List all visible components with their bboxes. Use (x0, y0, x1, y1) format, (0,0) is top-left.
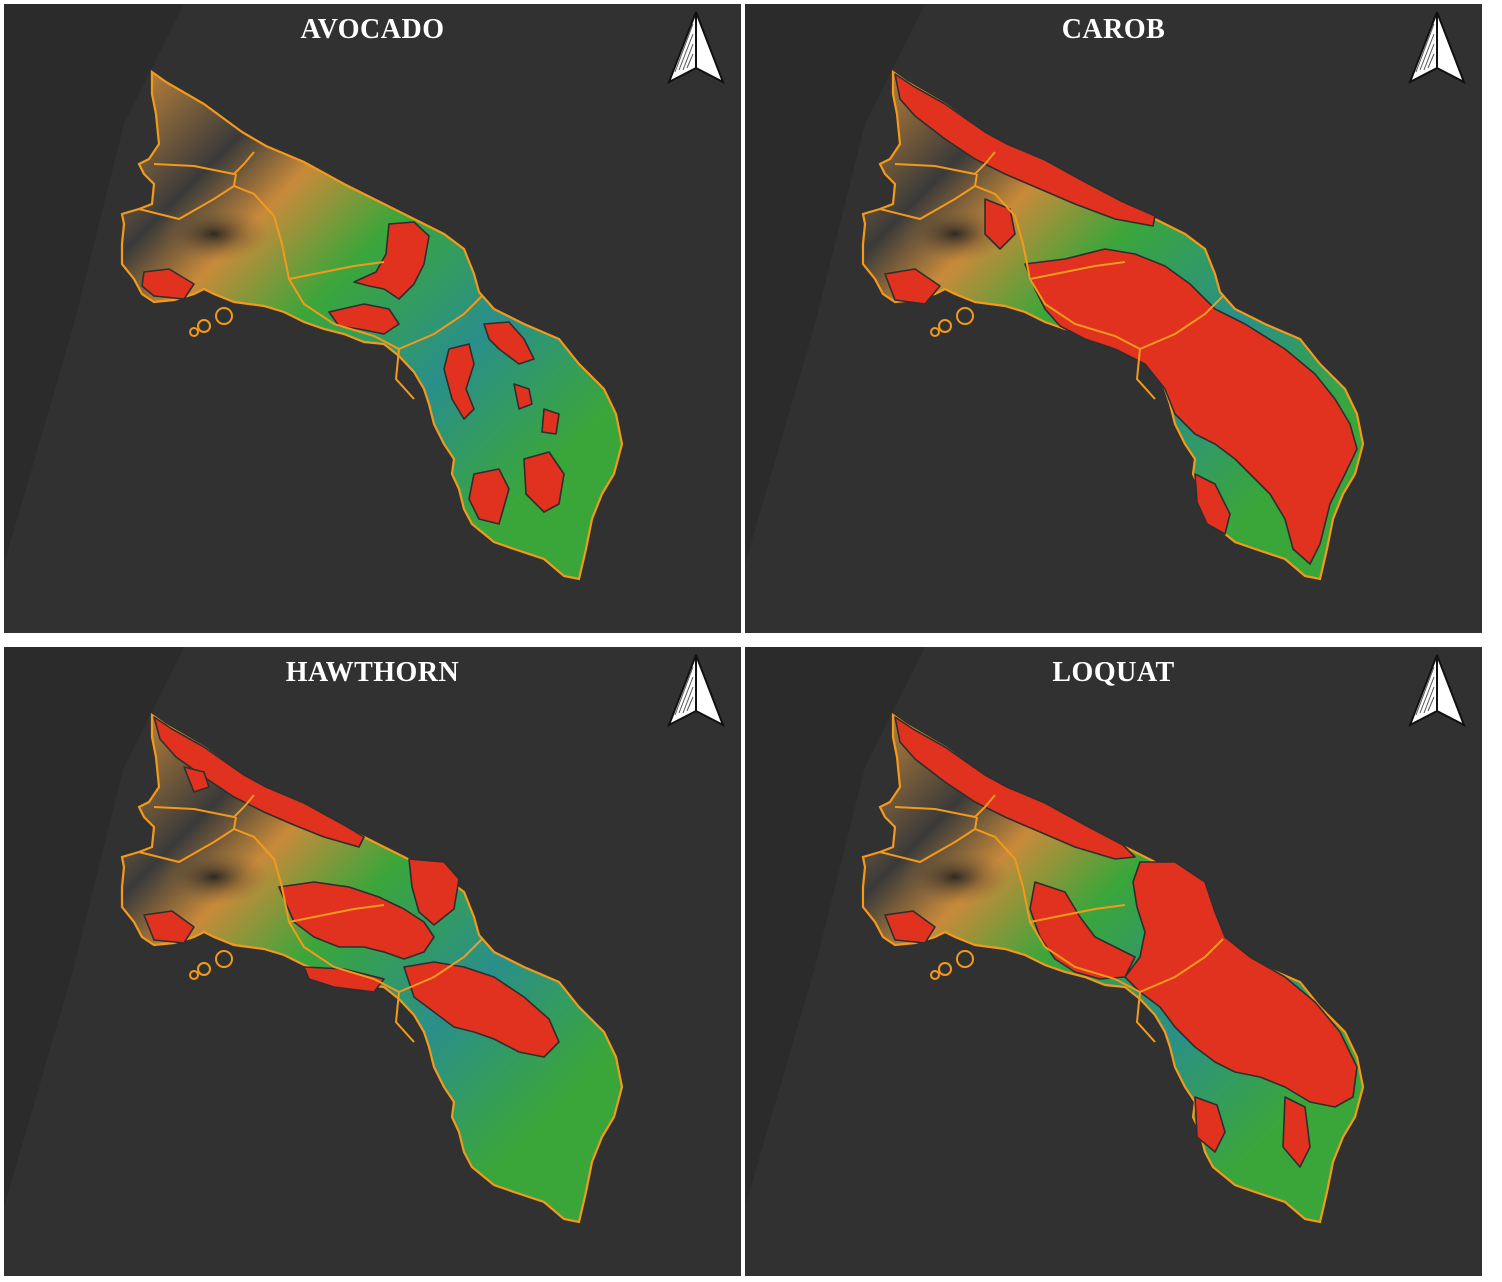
islet (956, 950, 974, 968)
islet (197, 962, 211, 976)
islet (215, 307, 233, 325)
district-boundary (394, 991, 415, 1043)
suitable-area-patch (513, 383, 533, 410)
suitable-area-patch (278, 881, 435, 960)
suitable-area-patch (443, 343, 475, 420)
district-boundary (974, 816, 978, 830)
north-arrow-icon (667, 11, 725, 85)
suitable-area-patch (408, 858, 460, 926)
north-arrow-icon (1408, 654, 1466, 728)
suitable-area-patch (894, 716, 1136, 860)
district-boundary (894, 794, 996, 819)
suitable-area-patch (884, 268, 941, 305)
panel-title: CAROB (1061, 14, 1166, 45)
suitable-area-patch (483, 321, 535, 365)
suitable-area-patch (183, 766, 210, 793)
map-canvas (4, 4, 624, 581)
suitable-area-patch (1024, 248, 1358, 565)
panel-title: HAWTHORN (285, 657, 460, 688)
suitable-area-patch (523, 451, 565, 513)
map-canvas (4, 647, 624, 1224)
region-landmass (120, 712, 624, 1224)
district-boundary (1135, 991, 1156, 1043)
elevation-peak (900, 206, 1010, 262)
map-panel-hawthorn: HAWTHORN (4, 647, 741, 1276)
map-canvas (745, 4, 1365, 581)
district-boundary (398, 938, 483, 993)
islet (930, 327, 940, 337)
district-boundary (288, 261, 385, 280)
panel-title: LOQUAT (1052, 657, 1175, 688)
district-boundary (288, 904, 385, 923)
suitable-area-patch (468, 468, 510, 525)
map-canvas (745, 647, 1365, 1224)
islet (189, 970, 199, 980)
district-boundary (1029, 904, 1126, 923)
map-panel-loquat: LOQUAT (745, 647, 1482, 1276)
district-boundary (894, 151, 996, 176)
district-boundary (879, 184, 1141, 350)
map-panel-avocado: AVOCADO (4, 4, 741, 633)
suitable-area-patch (353, 221, 430, 300)
district-boundary (1139, 295, 1224, 350)
district-boundary (138, 184, 400, 350)
district-boundary (1135, 348, 1156, 400)
islet (938, 319, 952, 333)
suitable-area-patch (1194, 1096, 1226, 1153)
islet (215, 950, 233, 968)
elevation-peak (159, 206, 269, 262)
district-boundary (233, 816, 237, 830)
sea-shading (745, 647, 925, 1207)
district-boundary (1029, 261, 1126, 280)
sea-shading (745, 4, 925, 564)
district-boundary (153, 151, 255, 176)
district-boundary (153, 794, 255, 819)
north-arrow-icon (1408, 11, 1466, 85)
islet (956, 307, 974, 325)
sea-shading (4, 4, 184, 564)
suitable-area-patch (141, 268, 195, 300)
district-boundary (233, 173, 237, 187)
suitable-area-patch (894, 73, 1156, 227)
district-boundary (879, 827, 1141, 993)
district-boundary (1139, 938, 1224, 993)
islet (189, 327, 199, 337)
north-arrow-icon (667, 654, 725, 728)
sea-shading (4, 647, 184, 1207)
suitable-area-patch (1124, 861, 1358, 1108)
islet (930, 970, 940, 980)
map-panel-carob: CAROB (745, 4, 1482, 633)
elevation-peak (159, 849, 269, 905)
elevation-peak (900, 849, 1010, 905)
panel-title: AVOCADO (300, 14, 445, 45)
district-boundary (394, 348, 415, 400)
district-boundary (138, 827, 400, 993)
islet (938, 962, 952, 976)
suitable-area-patch (1194, 473, 1231, 535)
suitable-area-patch (1282, 1096, 1311, 1168)
suitable-area-patch (884, 910, 936, 944)
suitable-area-patch (143, 910, 195, 944)
suitable-area-patch (541, 408, 560, 435)
district-boundary (398, 295, 483, 350)
suitable-area-patch (403, 961, 560, 1058)
district-boundary (974, 173, 978, 187)
islet (197, 319, 211, 333)
